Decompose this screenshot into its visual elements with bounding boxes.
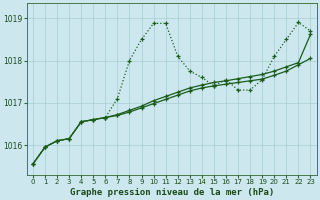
X-axis label: Graphe pression niveau de la mer (hPa): Graphe pression niveau de la mer (hPa) bbox=[69, 188, 274, 197]
